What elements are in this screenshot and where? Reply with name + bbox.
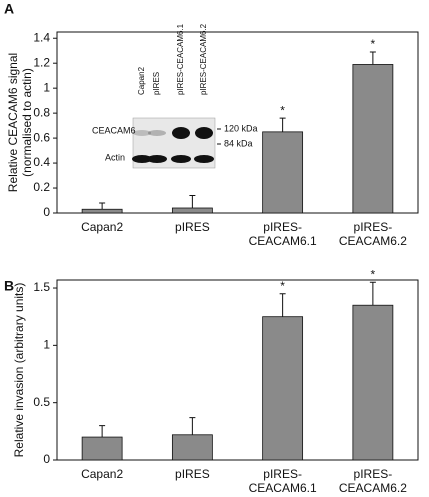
y-axis-label: Relative CEACAM6 signal bbox=[6, 53, 20, 192]
significance-marker: * bbox=[371, 267, 376, 281]
significance-marker: * bbox=[280, 279, 285, 293]
bar bbox=[262, 316, 304, 461]
y-tick-label: 0.4 bbox=[33, 155, 50, 169]
significance-marker: * bbox=[371, 37, 376, 51]
significance-marker: * bbox=[280, 103, 285, 117]
y-tick-label: 1 bbox=[43, 338, 50, 352]
panel-label: B bbox=[4, 278, 14, 294]
error-bar bbox=[369, 51, 376, 65]
lane-label: pIRES bbox=[152, 72, 161, 95]
y-tick-label: 0 bbox=[43, 205, 50, 219]
error-bar bbox=[99, 425, 106, 438]
bar bbox=[262, 131, 304, 214]
lane-label: pIRES-CEACAM6.1 bbox=[176, 23, 185, 95]
x-tick-label: Capan2 bbox=[81, 467, 123, 481]
y-axis-label: (normalised to actin) bbox=[20, 68, 34, 177]
y-tick-label: 0 bbox=[43, 452, 50, 466]
y-tick-label: 0.8 bbox=[33, 105, 50, 119]
bar bbox=[81, 208, 123, 214]
actin-band bbox=[194, 155, 214, 163]
y-tick-label: 0.2 bbox=[33, 180, 50, 194]
actin-band bbox=[132, 155, 152, 163]
ceacam6-band bbox=[148, 130, 166, 136]
y-tick-label: 0.6 bbox=[33, 130, 50, 144]
bar bbox=[171, 434, 213, 461]
y-tick-label: 0.5 bbox=[33, 395, 50, 409]
plot-frame bbox=[56, 279, 419, 461]
x-tick-label: pIRES bbox=[175, 467, 210, 481]
bar bbox=[171, 207, 213, 214]
y-tick-label: 1.2 bbox=[33, 55, 50, 69]
ceacam6-band bbox=[133, 130, 151, 136]
plot-frame bbox=[56, 31, 419, 214]
row-label: Actin bbox=[105, 152, 125, 162]
panel-label: A bbox=[4, 1, 14, 17]
x-tick-label: pIRES-CEACAM6.2 bbox=[339, 220, 407, 248]
error-bar bbox=[279, 117, 286, 132]
y-tick-label: 1.5 bbox=[33, 280, 50, 294]
x-tick-label: pIRES bbox=[175, 220, 210, 234]
bar bbox=[81, 436, 123, 461]
actin-band bbox=[171, 155, 191, 163]
row-label: CEACAM6 bbox=[92, 125, 136, 135]
error-bar bbox=[189, 417, 196, 435]
error-bar bbox=[99, 202, 106, 210]
actin-band bbox=[147, 155, 167, 163]
ceacam6-band bbox=[172, 127, 190, 139]
error-bar bbox=[189, 195, 196, 209]
bar bbox=[352, 64, 394, 214]
y-axis-label: Relative invasion (arbitrary units) bbox=[12, 283, 26, 458]
x-tick-label: pIRES-CEACAM6.2 bbox=[339, 467, 407, 495]
y-tick-label: 1 bbox=[43, 80, 50, 94]
western-blot-inset: Capan2 pIRES pIRES-CEACAM6.1 pIRES-CEACAM6.… bbox=[92, 23, 258, 169]
bar bbox=[352, 304, 394, 461]
x-tick-label: pIRES-CEACAM6.1 bbox=[249, 467, 317, 495]
error-bar bbox=[369, 281, 376, 306]
lane-label: Capan2 bbox=[137, 66, 146, 95]
size-marker: 120 kDa bbox=[224, 123, 258, 133]
lane-label: pIRES-CEACAM6.2 bbox=[199, 23, 208, 95]
x-tick-label: pIRES-CEACAM6.1 bbox=[249, 220, 317, 248]
error-bar bbox=[279, 293, 286, 317]
x-tick-label: Capan2 bbox=[81, 220, 123, 234]
ceacam6-band bbox=[195, 127, 213, 139]
y-tick-label: 1.4 bbox=[33, 30, 50, 44]
size-marker: 84 kDa bbox=[224, 138, 253, 148]
